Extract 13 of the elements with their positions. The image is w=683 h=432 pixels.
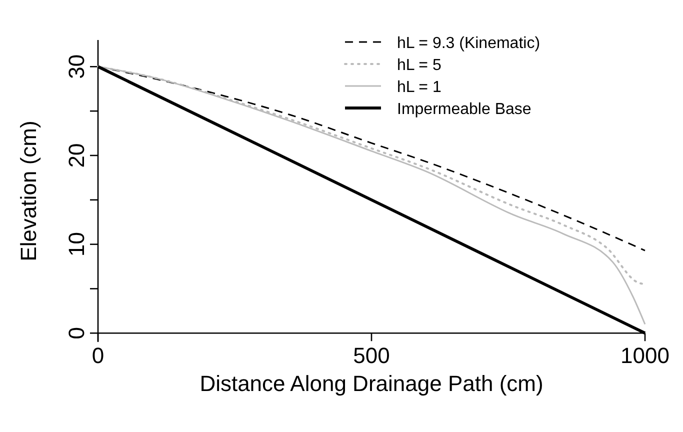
legend-label: hL = 1 — [397, 79, 442, 96]
x-tick-label: 500 — [353, 343, 390, 368]
y-tick-label: 10 — [64, 232, 89, 257]
legend-label: hL = 5 — [397, 57, 442, 74]
legend-label: hL = 9.3 (Kinematic) — [397, 35, 540, 52]
x-tick-label: 0 — [92, 343, 104, 368]
y-axis-title: Elevation (cm) — [16, 120, 41, 262]
x-axis-title: Distance Along Drainage Path (cm) — [200, 371, 544, 396]
y-tick-label: 0 — [64, 326, 89, 340]
y-tick-label: 30 — [64, 54, 89, 79]
x-tick-label: 1000 — [620, 343, 670, 368]
legend-label: Impermeable Base — [397, 101, 532, 118]
y-tick-label: 20 — [64, 143, 89, 168]
